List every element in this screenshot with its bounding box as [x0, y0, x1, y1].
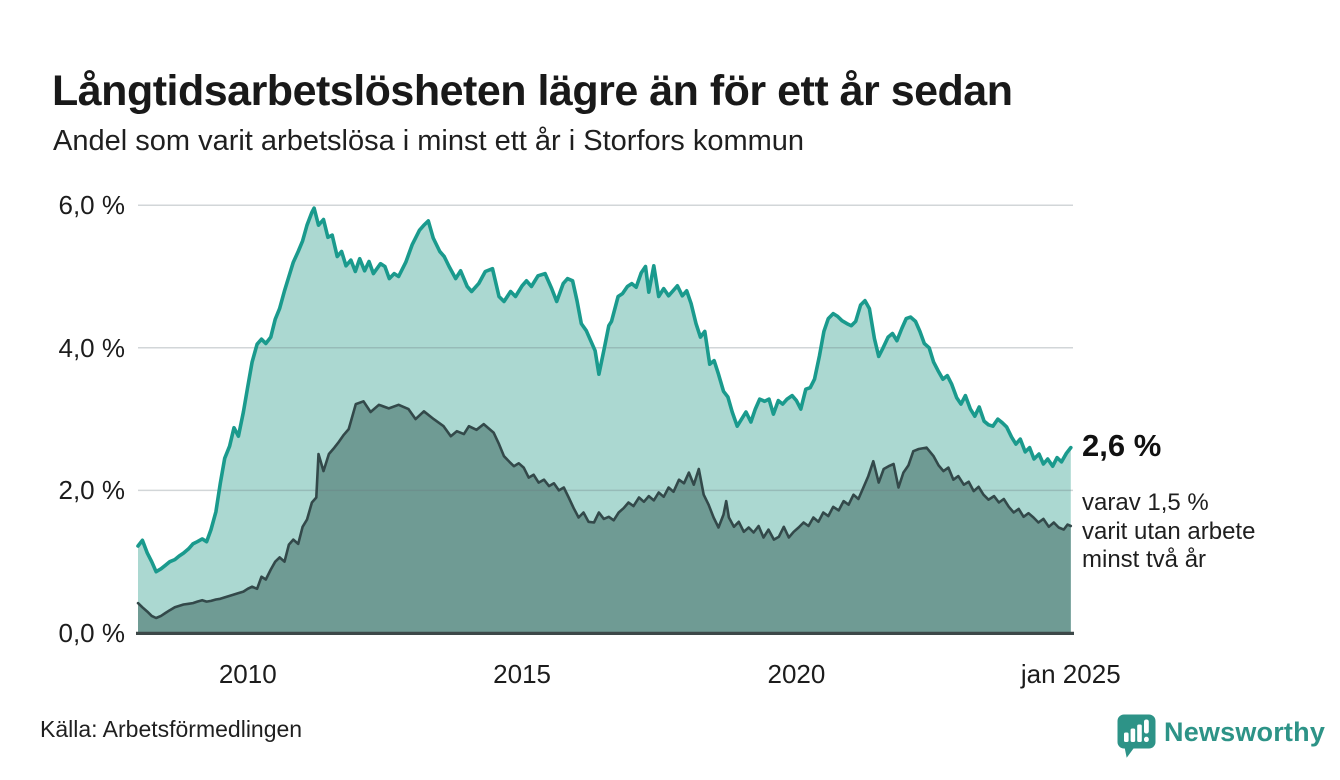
- annotation-note-line-1: varav 1,5 %: [1082, 489, 1209, 516]
- chart-subtitle: Andel som varit arbetslösa i minst ett å…: [53, 125, 805, 157]
- y-tick-2-percent: 2,0 %: [58, 475, 126, 506]
- annotation-note-line-3: minst två år: [1082, 546, 1207, 573]
- y-tick-0: 0,0 %: [58, 618, 126, 648]
- newsworthy-logo[interactable]: Newsworthy: [1116, 710, 1325, 765]
- x-tick-2010: 2010: [218, 659, 277, 689]
- x-tick-2020: 2020: [767, 659, 826, 689]
- newsworthy-logo-icon: [1116, 713, 1157, 765]
- x-tick-2015: 2015: [493, 659, 551, 689]
- y-tick-4-percent: 4,0 %: [58, 332, 126, 363]
- source-credit: Källa: Arbetsförmedlingen: [40, 716, 303, 742]
- line-minst-ett-ar: [136, 206, 1073, 574]
- latest-value-label: 2,6 %: [1082, 428, 1162, 463]
- annotation-note: varav 1,5 % varit utan arbete minst två …: [1082, 489, 1322, 575]
- annotation-note-line-2: varit utan arbete: [1082, 517, 1256, 545]
- area-fill-minst-tva-ar: [138, 401, 1071, 633]
- page-title: Långtidsarbetslösheten lägre än för ett …: [52, 66, 1013, 115]
- x-tick-jan-2025: jan 2025: [1020, 659, 1121, 689]
- newsworthy-logo-text: Newsworthy: [1164, 717, 1326, 747]
- y-tick-6-percent: 6,0 %: [58, 190, 126, 221]
- line-minst-tva-ar: [136, 400, 1073, 620]
